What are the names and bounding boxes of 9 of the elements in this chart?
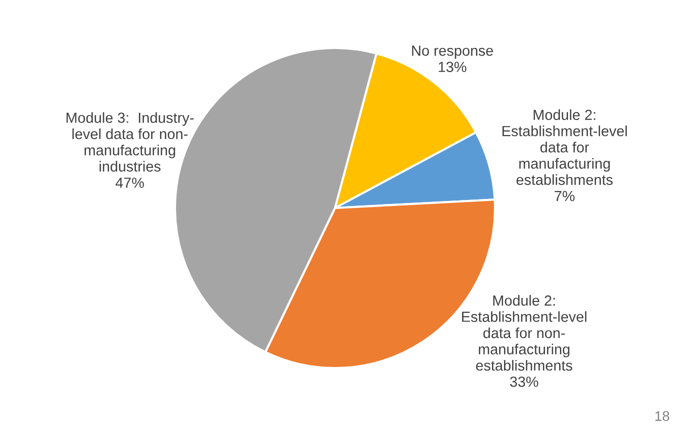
slice-label: Module 2: Establishment-level data for manufacturing establishments (502, 109, 627, 185)
slice-label: Module 2: Establishment-level data for non- manufacturing establishments (462, 295, 586, 371)
text: 18 (655, 411, 670, 421)
slice-label: Module 3: Industry- level data for non- manufacturing industries (66, 112, 194, 172)
data-label: 47% (116, 178, 144, 188)
data-label: 7% (554, 190, 575, 202)
slice-label: No response (412, 46, 493, 59)
data-label: 13% (438, 62, 466, 72)
data-label: 33% (510, 376, 538, 387)
